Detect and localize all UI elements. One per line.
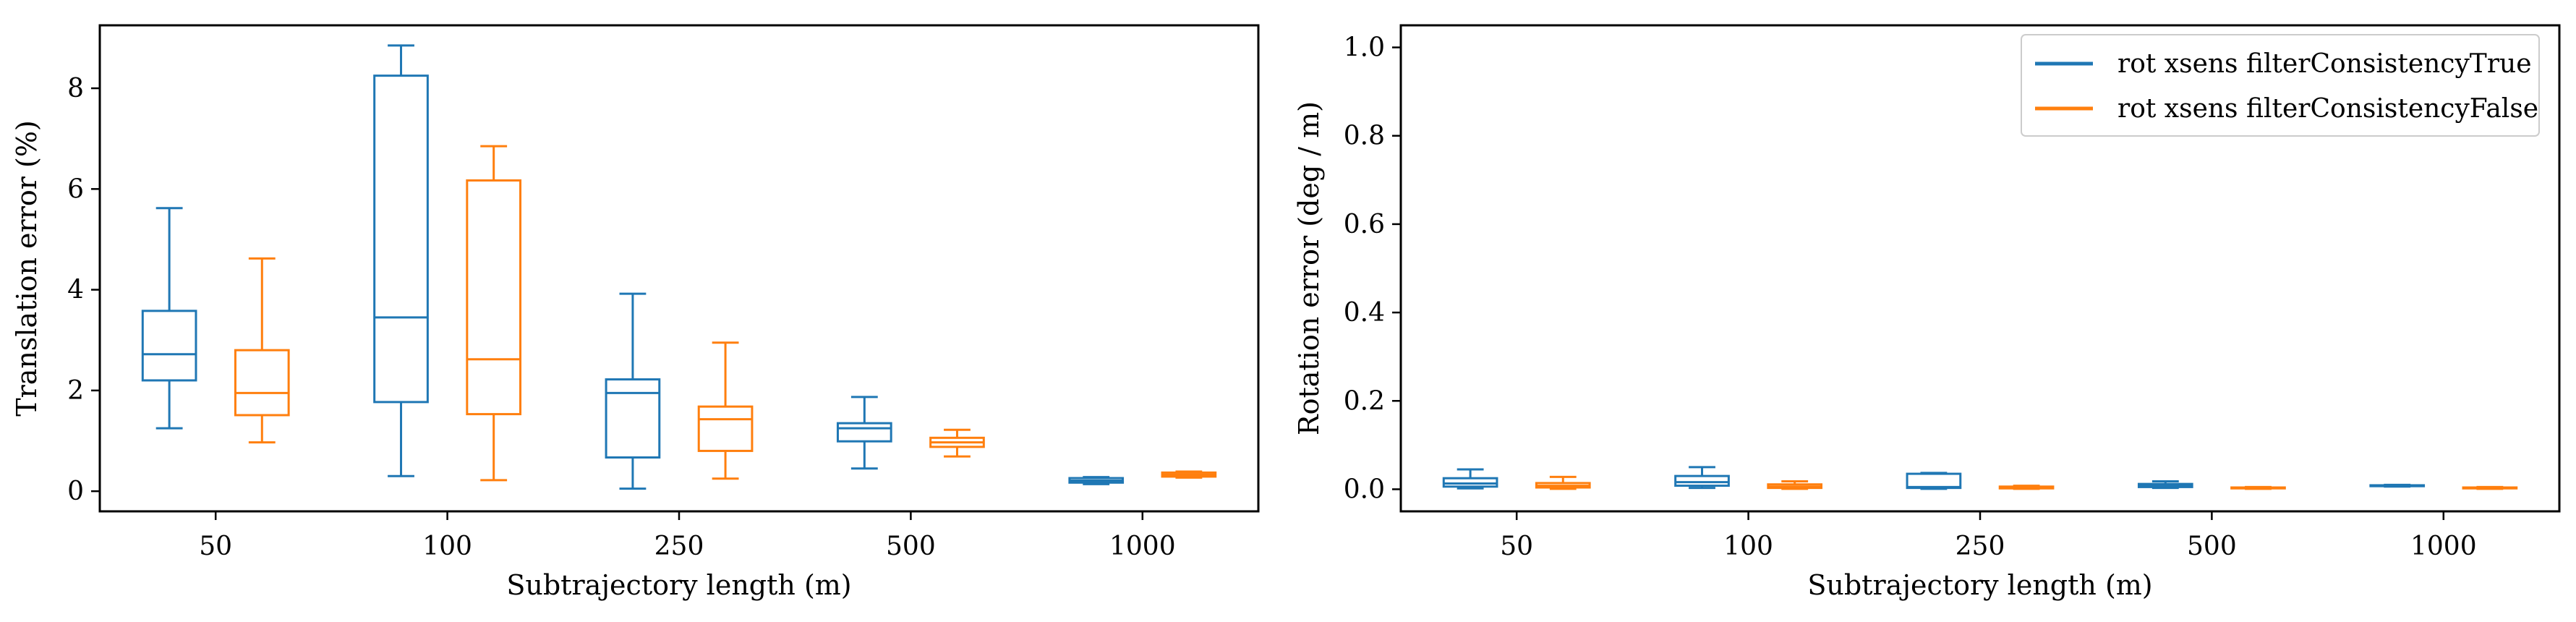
translation-y-axis-label: Translation error (%) <box>11 120 43 417</box>
x-tick-label: 250 <box>1956 532 2005 561</box>
box-plot-500-series-0 <box>836 396 892 470</box>
iqr-box <box>141 310 197 382</box>
box-plot-1000-series-0 <box>1068 476 1125 485</box>
rotation-axes-frame <box>1399 24 2561 513</box>
box-plot-250-series-0 <box>1906 472 1962 490</box>
y-tick-label: 0.0 <box>1344 474 1385 504</box>
iqr-box <box>1442 477 1498 488</box>
y-tick-label: 0.4 <box>1344 298 1385 328</box>
x-tick-label: 50 <box>1500 532 1533 561</box>
iqr-box <box>373 74 429 404</box>
rotation-tick-marks: 50 100 250 500 1000 0.0 0.2 0.4 0.6 0.8 1.0 <box>1344 33 2477 561</box>
box-plot-250-series-1 <box>1998 485 2055 490</box>
y-tick-label: 6 <box>67 174 84 204</box>
rotation-box-marks <box>1442 466 2518 490</box>
box-plot-100-series-1 <box>466 145 522 482</box>
box-plot-500-series-0 <box>2137 480 2193 490</box>
y-tick-label: 4 <box>67 276 84 305</box>
iqr-box <box>836 422 892 443</box>
box-plot-1000-series-1 <box>2462 485 2518 490</box>
rotation-error-panel: 50 100 250 500 1000 0.0 0.2 0.4 0.6 0.8 1.0 Subtra… <box>1293 24 2561 601</box>
y-tick-label: 0.6 <box>1344 210 1385 239</box>
box-plot-1000-series-0 <box>2369 483 2426 488</box>
translation-box-marks <box>141 44 1217 490</box>
box-plot-250-series-0 <box>605 292 661 490</box>
x-tick-label: 100 <box>422 532 472 561</box>
iqr-box <box>234 349 290 417</box>
y-tick-label: 2 <box>67 376 84 406</box>
legend-label-true: rot xsens filterConsistencyTrue <box>2117 49 2532 79</box>
iqr-box <box>466 179 522 416</box>
legend-box <box>2021 34 2540 137</box>
x-tick-label: 500 <box>2187 532 2237 561</box>
box-plot-50-series-0 <box>1442 468 1498 490</box>
rotation-x-axis-label: Subtrajectory length (m) <box>1807 569 2152 601</box>
x-tick-label: 50 <box>199 532 232 561</box>
y-tick-label: 0.8 <box>1344 122 1385 151</box>
box-plot-1000-series-1 <box>1161 470 1217 479</box>
box-plot-250-series-1 <box>697 341 754 480</box>
translation-x-axis-label: Subtrajectory length (m) <box>506 569 851 601</box>
y-tick-label: 1.0 <box>1344 33 1385 63</box>
box-plot-500-series-1 <box>2230 485 2286 490</box>
box-plot-100-series-1 <box>1767 480 1823 490</box>
x-tick-label: 500 <box>886 532 936 561</box>
translation-tick-marks: 50 100 250 500 1000 0 2 4 6 8 <box>67 74 1176 561</box>
y-tick-label: 0.2 <box>1344 386 1385 416</box>
y-tick-label: 8 <box>67 74 84 103</box>
x-tick-label: 1000 <box>1109 532 1176 561</box>
translation-error-panel: 50 100 250 500 1000 0 2 4 6 8 Subtrajectory lengt… <box>11 24 1260 601</box>
translation-axes-frame <box>98 24 1260 513</box>
iqr-box <box>1674 474 1730 487</box>
x-tick-label: 250 <box>654 532 704 561</box>
legend: rot xsens filterConsistencyTrue rot xsen… <box>2021 34 2540 137</box>
iqr-box <box>605 378 661 459</box>
box-plot-50-series-1 <box>1535 475 1591 490</box>
box-plot-100-series-0 <box>1674 466 1730 490</box>
box-plot-50-series-1 <box>234 257 290 444</box>
rotation-y-axis-label: Rotation error (deg / m) <box>1293 101 1325 435</box>
x-tick-label: 100 <box>1723 532 1773 561</box>
box-plot-50-series-0 <box>141 207 197 430</box>
iqr-box <box>697 405 754 452</box>
legend-label-false: rot xsens filterConsistencyFalse <box>2117 94 2538 124</box>
y-tick-label: 0 <box>67 477 84 506</box>
x-tick-label: 1000 <box>2410 532 2477 561</box>
box-plot-100-series-0 <box>373 44 429 477</box>
box-plot-500-series-1 <box>929 428 985 458</box>
